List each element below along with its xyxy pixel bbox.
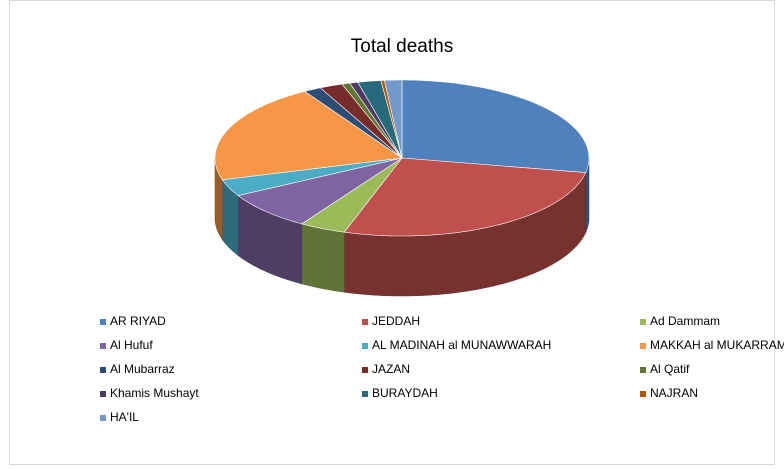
slice [319, 83, 403, 159]
legend-label: JEDDAH [372, 314, 420, 328]
slice [214, 91, 403, 181]
legend-label: AL MADINAH al MUNAWWARAH [372, 338, 551, 352]
chart-title: Total deaths [351, 36, 453, 57]
legend-label: HA'IL [110, 410, 139, 424]
legend-swatch [100, 319, 106, 325]
legend-swatch [362, 319, 368, 325]
legend-label: AR RIYAD [110, 314, 166, 328]
legend-swatch [640, 391, 646, 397]
legend-label: Al Hufuf [110, 338, 153, 352]
legend-swatch [100, 415, 106, 421]
legend-swatch [640, 367, 646, 373]
slice [221, 157, 403, 196]
slice [384, 79, 403, 159]
legend-label: Al Qatif [650, 362, 690, 376]
legend-label: Khamis Mushayt [110, 386, 199, 400]
slice [343, 157, 587, 237]
slice [304, 87, 403, 159]
legend-label: MAKKAH al MUKARRAMAH [650, 338, 784, 352]
legend-swatch [362, 391, 368, 397]
legend-label: JAZAN [372, 362, 410, 376]
legend-swatch [640, 319, 646, 325]
slice [357, 80, 403, 159]
legend-label: Ad Dammam [650, 314, 720, 328]
slice [237, 157, 403, 225]
slice [301, 157, 403, 233]
legend-swatch [362, 343, 368, 349]
legend-swatch [100, 367, 106, 373]
slice [401, 79, 590, 173]
legend-label: BURAYDAH [372, 386, 438, 400]
legend-swatch [100, 391, 106, 397]
legend-swatch [100, 343, 106, 349]
slice-side [301, 223, 345, 293]
legend-swatch [640, 343, 646, 349]
legend-label: Al Mubarraz [110, 362, 175, 376]
legend-label: NAJRAN [650, 386, 698, 400]
legend-swatch [362, 367, 368, 373]
